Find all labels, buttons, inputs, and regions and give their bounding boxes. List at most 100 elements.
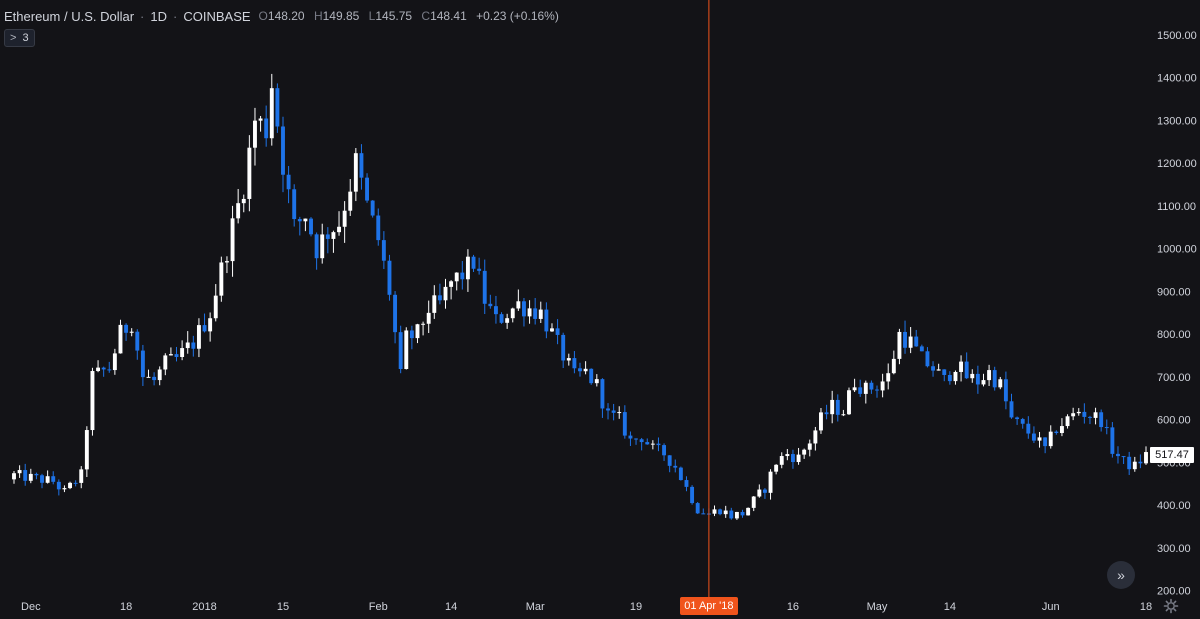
candle bbox=[96, 360, 101, 373]
candle bbox=[45, 470, 50, 484]
candle bbox=[919, 344, 924, 352]
candle-body bbox=[886, 373, 891, 382]
candle-body bbox=[73, 482, 78, 484]
candle-body bbox=[370, 200, 375, 216]
candle-body bbox=[891, 358, 896, 374]
x-tick-label: 16 bbox=[787, 601, 799, 613]
open-value: 148.20 bbox=[267, 9, 305, 23]
candle bbox=[723, 505, 728, 518]
candle-body bbox=[337, 226, 341, 233]
candle bbox=[34, 472, 39, 480]
candle-body bbox=[544, 309, 549, 332]
candle bbox=[28, 468, 33, 484]
candle bbox=[174, 346, 179, 362]
candle bbox=[729, 507, 734, 520]
candle-body bbox=[224, 261, 229, 263]
chart-settings-button[interactable] bbox=[1163, 598, 1179, 614]
candle bbox=[841, 409, 846, 417]
candle-body bbox=[1015, 417, 1020, 420]
candle bbox=[449, 280, 454, 300]
candle bbox=[673, 459, 678, 473]
candle bbox=[847, 387, 851, 415]
candle-body bbox=[432, 295, 437, 313]
candle-body bbox=[774, 464, 779, 472]
candle-body bbox=[931, 366, 936, 371]
candle-body bbox=[348, 191, 353, 211]
interval-label[interactable]: 1D bbox=[150, 8, 168, 24]
candle-body bbox=[196, 325, 201, 349]
candle bbox=[662, 443, 667, 461]
candle bbox=[970, 369, 975, 383]
candle bbox=[824, 404, 829, 420]
candle-body bbox=[314, 234, 319, 259]
x-tick-label: 14 bbox=[944, 601, 956, 613]
candle bbox=[409, 325, 414, 350]
candle-body bbox=[404, 330, 409, 370]
candle-body bbox=[253, 120, 257, 148]
candle bbox=[813, 426, 818, 451]
candle-body bbox=[1031, 433, 1036, 441]
indicators-toggle-button[interactable]: > 3 bbox=[4, 29, 35, 47]
candle bbox=[701, 508, 706, 515]
candle bbox=[157, 366, 162, 386]
candle bbox=[393, 291, 398, 344]
candle-body bbox=[914, 336, 919, 347]
candle-body bbox=[987, 370, 992, 381]
candle-body bbox=[908, 336, 913, 348]
candle bbox=[421, 321, 426, 336]
candle bbox=[1104, 419, 1109, 435]
candle bbox=[499, 312, 504, 324]
candle bbox=[594, 374, 599, 387]
candle bbox=[73, 480, 78, 487]
y-tick-label: 1400.00 bbox=[1157, 73, 1197, 85]
low-key: L bbox=[368, 9, 376, 23]
high-value: 149.85 bbox=[322, 9, 360, 23]
candle-body bbox=[790, 454, 795, 463]
candle bbox=[583, 361, 588, 375]
candle bbox=[751, 496, 756, 512]
scroll-to-realtime-button[interactable]: » bbox=[1107, 561, 1135, 589]
time-axis: Dec 18 2018 15 Feb 14 Mar 19 16 May 14 Jun 18 bbox=[21, 601, 1152, 613]
candle-body bbox=[819, 412, 823, 431]
candle-body bbox=[454, 272, 459, 282]
candle-body bbox=[264, 118, 269, 139]
candle-body bbox=[1059, 426, 1064, 434]
candle bbox=[931, 361, 936, 377]
candle-body bbox=[516, 301, 521, 309]
candle-body bbox=[1132, 461, 1137, 470]
candle bbox=[505, 313, 510, 329]
candle-body bbox=[1099, 412, 1104, 428]
candle bbox=[230, 205, 235, 277]
candle bbox=[1003, 371, 1008, 410]
candle-body bbox=[247, 147, 252, 199]
x-tick-label: 15 bbox=[277, 601, 289, 613]
symbol-legend: Ethereum / U.S. Dollar · 1D · COINBASE O… bbox=[4, 7, 559, 25]
candle-body bbox=[387, 260, 392, 295]
candle bbox=[23, 463, 28, 486]
candle-body bbox=[959, 361, 964, 372]
candle-body bbox=[847, 390, 851, 415]
x-tick-label: 2018 bbox=[192, 601, 216, 613]
y-tick-label: 1300.00 bbox=[1157, 115, 1197, 127]
candle bbox=[903, 320, 907, 354]
symbol-title[interactable]: Ethereum / U.S. Dollar bbox=[4, 8, 135, 24]
candle-body bbox=[191, 342, 196, 349]
y-tick-label: 600.00 bbox=[1157, 415, 1191, 427]
candle bbox=[381, 231, 386, 270]
candle bbox=[527, 300, 532, 324]
y-tick-label: 400.00 bbox=[1157, 500, 1191, 512]
candle-body bbox=[163, 355, 168, 370]
x-tick-label: Mar bbox=[526, 601, 545, 613]
candle-body bbox=[779, 456, 784, 465]
candle-body bbox=[101, 367, 106, 370]
y-tick-label: 900.00 bbox=[1157, 286, 1191, 298]
candle-body bbox=[538, 309, 543, 319]
candle-body bbox=[701, 513, 706, 515]
candle-body bbox=[678, 467, 683, 481]
y-tick-label: 1100.00 bbox=[1157, 201, 1196, 213]
candle-body bbox=[1127, 456, 1132, 470]
candle bbox=[768, 469, 773, 500]
candle bbox=[325, 227, 330, 254]
candle-body bbox=[426, 312, 431, 324]
